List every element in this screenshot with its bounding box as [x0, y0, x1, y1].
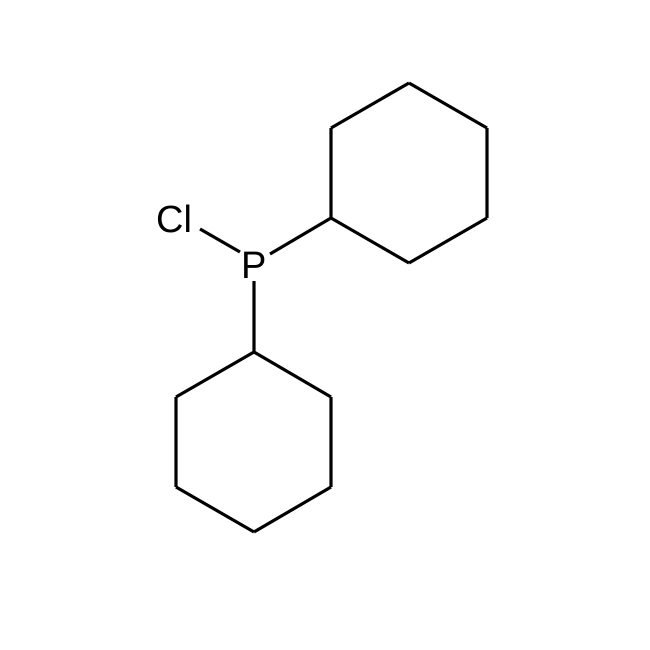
atom-label-P: P [241, 247, 266, 285]
bond-line [331, 218, 409, 263]
bond-line [409, 83, 487, 128]
bond-layer [0, 0, 650, 650]
molecule-canvas: P Cl [0, 0, 650, 650]
bond-line [409, 218, 487, 263]
bond-line [331, 83, 409, 128]
atom-label-Cl: Cl [156, 201, 192, 239]
bond-line [270, 218, 331, 254]
bond-line [200, 229, 240, 252]
bond-line [176, 352, 254, 397]
bond-line [176, 487, 254, 532]
bond-line [254, 487, 331, 532]
bond-line [254, 352, 331, 397]
